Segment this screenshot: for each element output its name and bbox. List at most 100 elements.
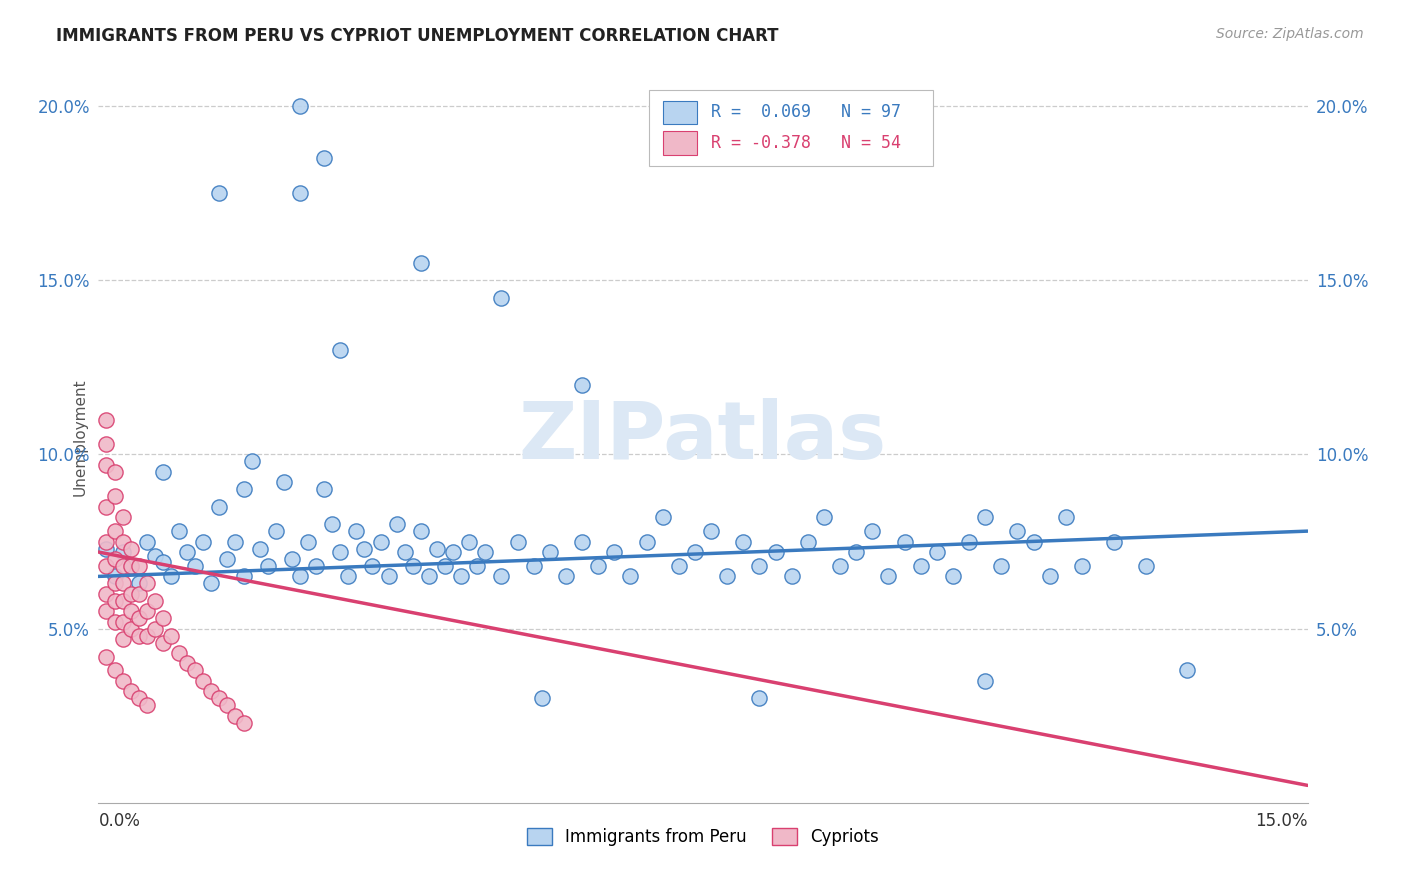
Point bbox=[152, 635, 174, 649]
Point bbox=[780, 569, 803, 583]
Point bbox=[224, 708, 246, 723]
Point bbox=[208, 500, 231, 514]
Point bbox=[426, 541, 449, 556]
Point bbox=[281, 552, 304, 566]
Text: 0.0%: 0.0% bbox=[98, 812, 141, 830]
Point bbox=[361, 558, 384, 573]
Point bbox=[1054, 510, 1077, 524]
Point bbox=[990, 558, 1012, 573]
Text: Source: ZipAtlas.com: Source: ZipAtlas.com bbox=[1216, 27, 1364, 41]
Point bbox=[135, 576, 157, 591]
Point bbox=[603, 545, 626, 559]
Point bbox=[394, 545, 416, 559]
Point bbox=[232, 569, 254, 583]
Point bbox=[193, 673, 215, 688]
FancyBboxPatch shape bbox=[648, 90, 932, 167]
Point bbox=[974, 673, 997, 688]
Point bbox=[200, 576, 222, 591]
Point bbox=[925, 545, 948, 559]
Point bbox=[1175, 664, 1198, 678]
Point bbox=[555, 569, 578, 583]
Point bbox=[797, 534, 820, 549]
Point bbox=[538, 545, 561, 559]
Point bbox=[96, 500, 118, 514]
Point bbox=[619, 569, 641, 583]
Point bbox=[232, 715, 254, 730]
Point bbox=[103, 524, 125, 538]
Point bbox=[111, 558, 134, 573]
Point bbox=[128, 558, 150, 573]
Point bbox=[160, 569, 183, 583]
Point bbox=[103, 552, 125, 566]
Point bbox=[765, 545, 787, 559]
Point bbox=[377, 569, 399, 583]
Point bbox=[103, 664, 125, 678]
Point bbox=[96, 534, 118, 549]
Point bbox=[111, 632, 134, 646]
Point bbox=[111, 510, 134, 524]
Point bbox=[957, 534, 980, 549]
Y-axis label: Unemployment: Unemployment bbox=[72, 378, 87, 496]
Point bbox=[96, 558, 118, 573]
Point bbox=[167, 646, 190, 660]
Text: 15.0%: 15.0% bbox=[1256, 812, 1308, 830]
Point bbox=[288, 569, 311, 583]
Point bbox=[96, 541, 118, 556]
Point bbox=[474, 545, 496, 559]
Point bbox=[128, 611, 150, 625]
Point bbox=[96, 587, 118, 601]
Point bbox=[409, 524, 432, 538]
Point bbox=[208, 186, 231, 201]
Text: R = -0.378   N = 54: R = -0.378 N = 54 bbox=[711, 134, 901, 152]
Point bbox=[103, 465, 125, 479]
Point bbox=[152, 465, 174, 479]
Point bbox=[845, 545, 868, 559]
Point bbox=[273, 475, 295, 490]
Point bbox=[1070, 558, 1092, 573]
Point bbox=[143, 622, 166, 636]
Point bbox=[305, 558, 328, 573]
Point bbox=[135, 698, 157, 713]
Point bbox=[128, 691, 150, 706]
Point bbox=[96, 604, 118, 618]
Point bbox=[217, 698, 239, 713]
Point bbox=[217, 552, 239, 566]
Text: R =  0.069   N = 97: R = 0.069 N = 97 bbox=[711, 103, 901, 121]
Point bbox=[329, 545, 352, 559]
Point bbox=[128, 629, 150, 643]
Point bbox=[184, 558, 207, 573]
Point bbox=[143, 549, 166, 563]
Point bbox=[176, 545, 198, 559]
Point bbox=[636, 534, 658, 549]
Point bbox=[111, 673, 134, 688]
Point bbox=[385, 517, 408, 532]
Point bbox=[103, 576, 125, 591]
Point bbox=[120, 558, 142, 573]
Point bbox=[668, 558, 690, 573]
Point bbox=[111, 545, 134, 559]
Point bbox=[167, 524, 190, 538]
Point bbox=[828, 558, 851, 573]
Point bbox=[152, 611, 174, 625]
Point bbox=[120, 558, 142, 573]
Point bbox=[314, 152, 336, 166]
Point bbox=[128, 576, 150, 591]
Point bbox=[402, 558, 425, 573]
Point bbox=[120, 684, 142, 698]
Point bbox=[813, 510, 835, 524]
Point bbox=[208, 691, 231, 706]
Point bbox=[96, 412, 118, 426]
Point bbox=[337, 569, 360, 583]
Point bbox=[353, 541, 375, 556]
Point bbox=[111, 534, 134, 549]
Point bbox=[450, 569, 472, 583]
Legend: Immigrants from Peru, Cypriots: Immigrants from Peru, Cypriots bbox=[520, 822, 886, 853]
Point bbox=[120, 541, 142, 556]
Point bbox=[103, 594, 125, 608]
Text: ZIPatlas: ZIPatlas bbox=[519, 398, 887, 476]
Point bbox=[877, 569, 900, 583]
Point bbox=[370, 534, 392, 549]
Point bbox=[1039, 569, 1062, 583]
Point bbox=[135, 629, 157, 643]
Point bbox=[297, 534, 319, 549]
